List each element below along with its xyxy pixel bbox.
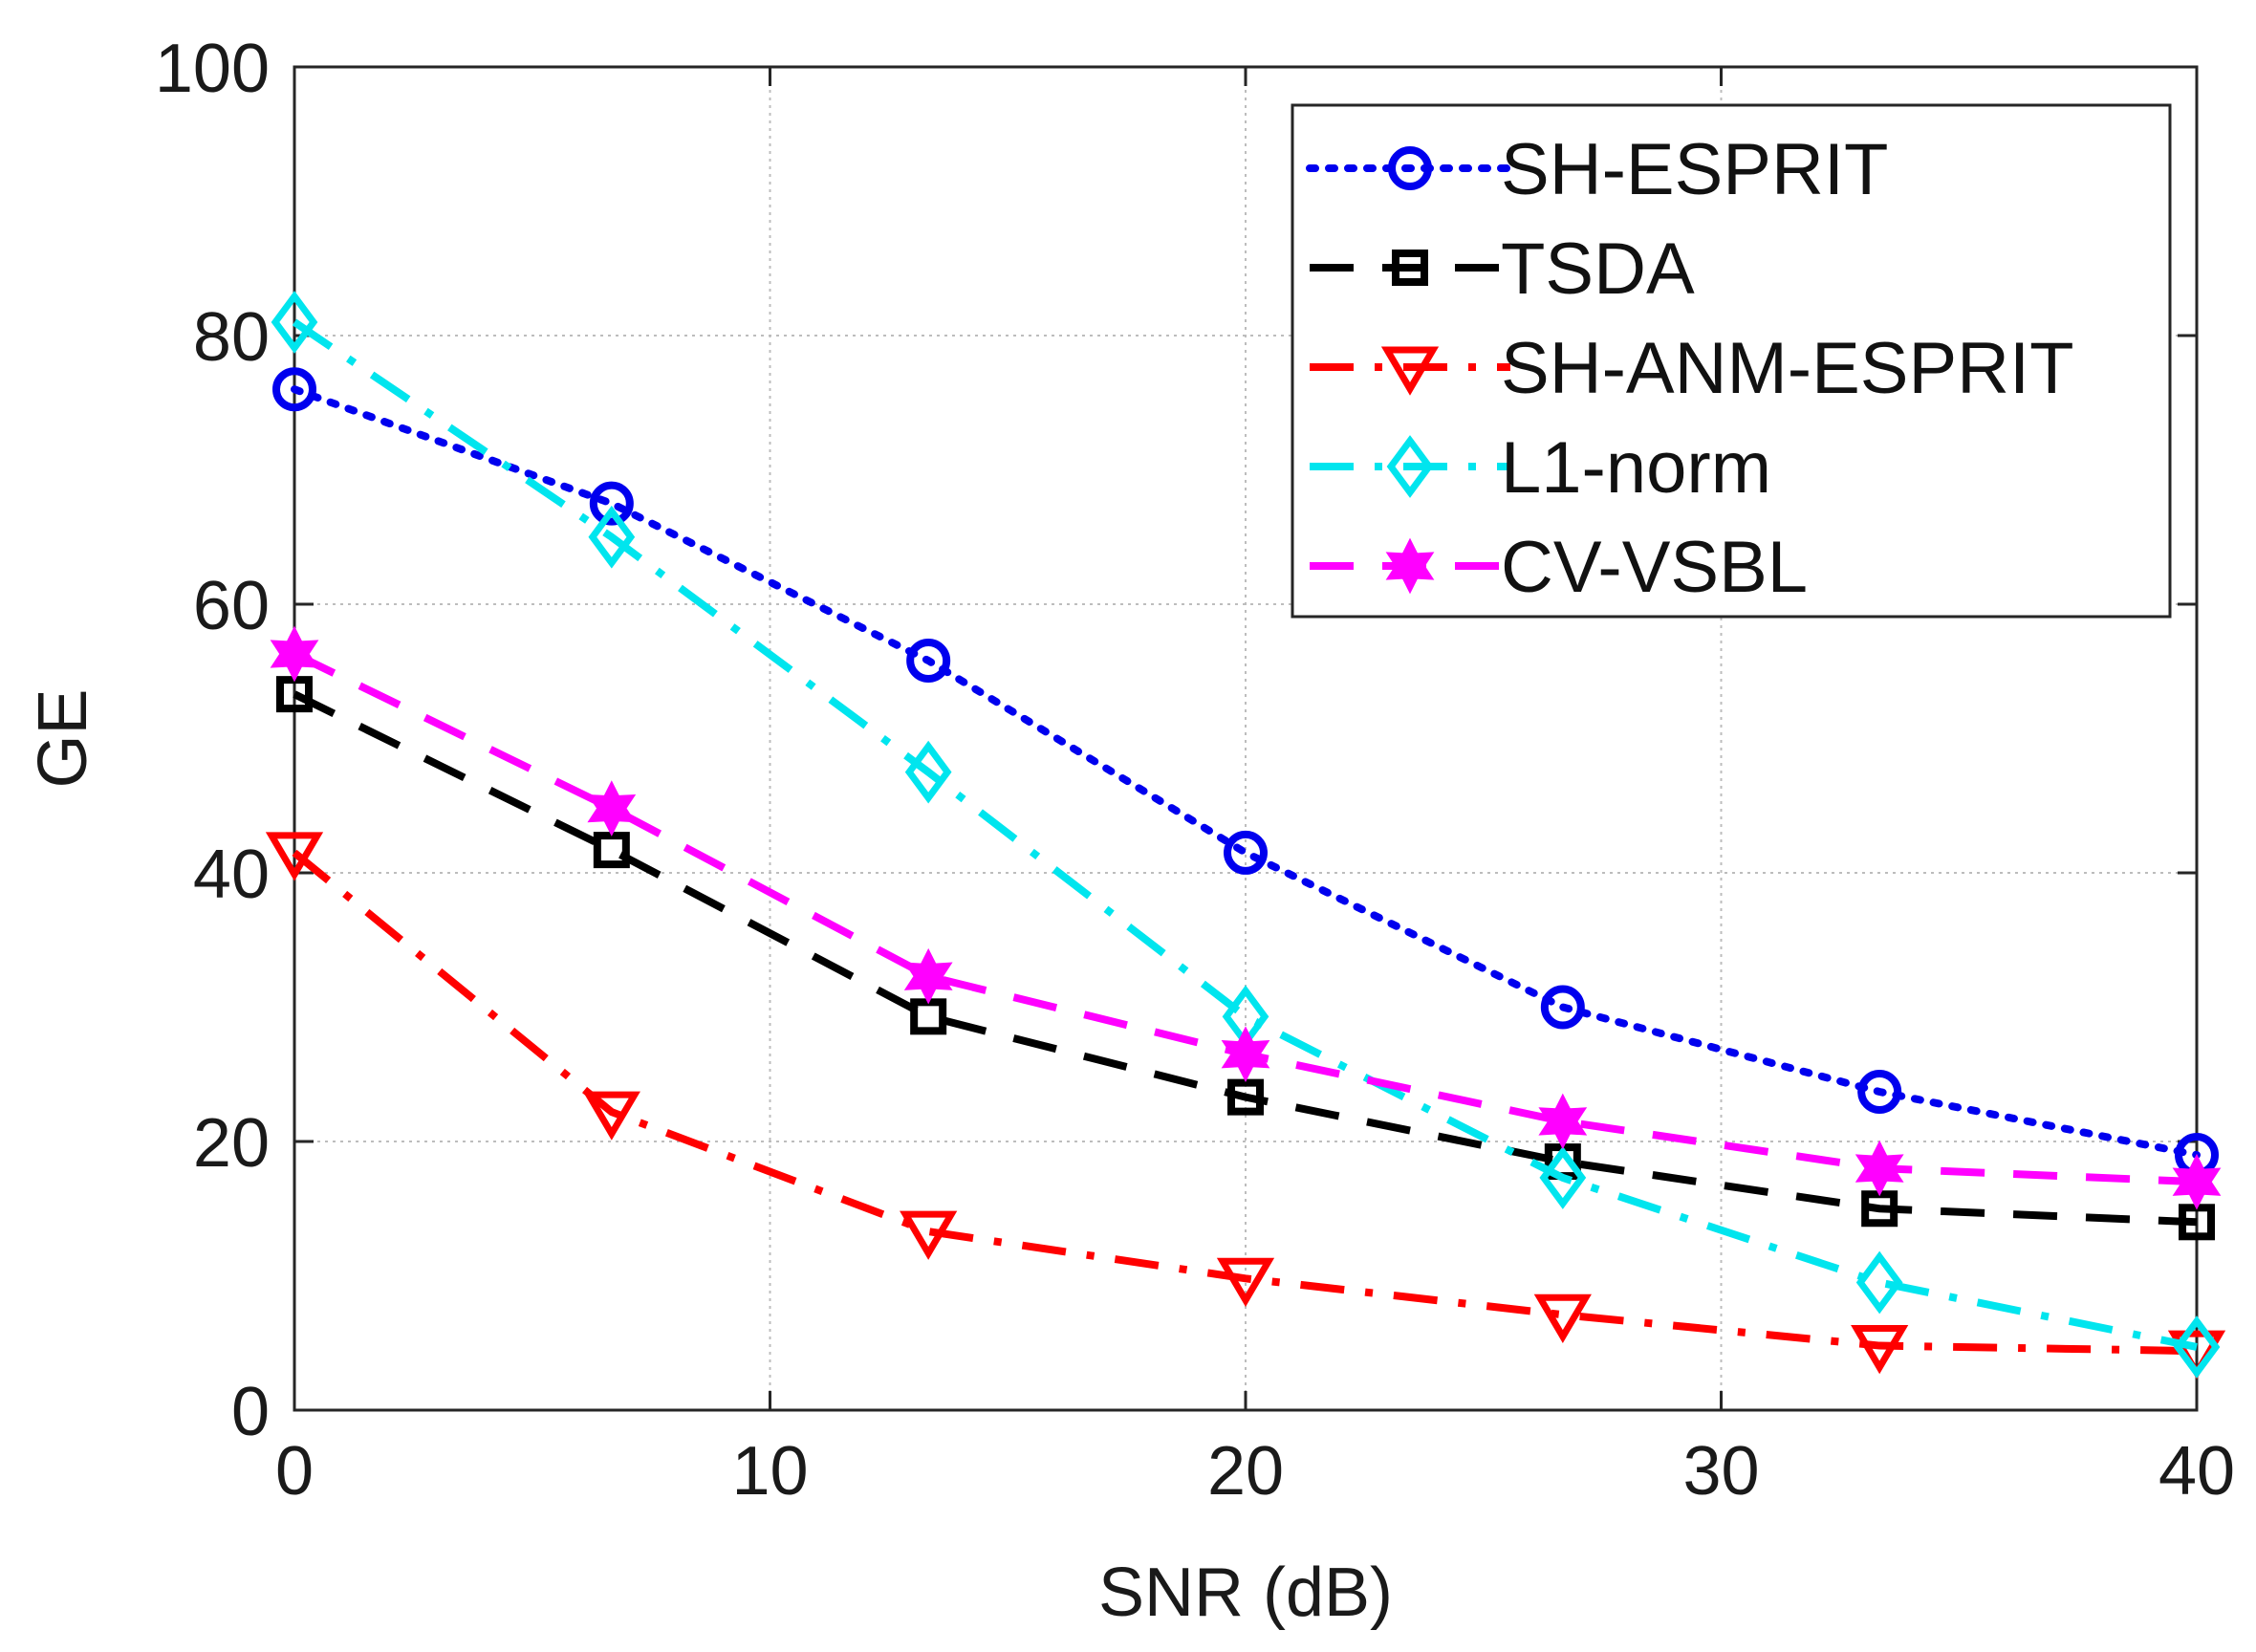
data-point [1224, 830, 1268, 875]
data-point [1221, 1026, 1270, 1083]
data-point [272, 367, 316, 412]
x-tick-label: 40 [2158, 1433, 2235, 1510]
data-point [1227, 1078, 1264, 1116]
series-line [291, 385, 2201, 1160]
legend-label: L1-norm [1501, 427, 1771, 509]
y-tick-label: 40 [193, 837, 270, 913]
series-line [293, 690, 2198, 1227]
data-point [1539, 1146, 1587, 1209]
data-point [904, 740, 952, 804]
x-tick-label: 10 [731, 1433, 808, 1510]
series-line [292, 318, 2198, 1351]
data-point [265, 832, 324, 881]
x-tick-label: 30 [1682, 1433, 1759, 1510]
legend-marker [1392, 250, 1428, 286]
data-point [587, 780, 637, 837]
data-point [270, 625, 319, 683]
data-point [271, 291, 318, 354]
series-line [292, 849, 2198, 1356]
legend-marker [1388, 146, 1432, 190]
series-sh-esprit [272, 367, 2219, 1178]
data-point [1540, 985, 1585, 1030]
legend-entry: CV-VSBL [1310, 527, 1808, 608]
legend-label: SH-ANM-ESPRIT [1501, 328, 2074, 409]
data-point [906, 639, 951, 684]
legend-marker [1386, 435, 1434, 498]
legend: SH-ESPRIT TSDA SH-ANM-ESPRIT L1-norm CV-VSBL [1291, 103, 2172, 619]
legend-entry: SH-ANM-ESPRIT [1310, 328, 2074, 409]
legend-box [1291, 103, 2172, 619]
x-tick-label: 0 [275, 1433, 314, 1510]
data-point [589, 481, 634, 526]
data-point [1533, 1293, 1592, 1343]
legend-entry: SH-ESPRIT [1306, 129, 1888, 210]
y-tick-label: 0 [231, 1374, 270, 1450]
x-axis-label: SNR (dB) [1098, 1554, 1393, 1631]
y-tick-label: 100 [155, 31, 270, 107]
data-point [1855, 1250, 1903, 1315]
legend-entries: SH-ESPRIT TSDA SH-ANM-ESPRIT L1-norm CV-VSBL [1306, 129, 2074, 608]
legend-marker [1385, 537, 1435, 595]
data-point [1216, 1257, 1275, 1308]
legend-label: TSDA [1501, 228, 1695, 310]
data-point [2173, 1315, 2221, 1379]
data-point [2172, 1153, 2222, 1210]
y-axis-label: GE [25, 688, 101, 788]
data-point [903, 947, 953, 1005]
legend-label: SH-ESPRIT [1501, 129, 1888, 210]
series-sh-anm-esprit [265, 832, 2226, 1380]
data-point [1851, 1325, 1909, 1375]
data-point [1538, 1093, 1588, 1150]
series-layer [265, 291, 2226, 1380]
legend-label: CV-VSBL [1501, 527, 1808, 608]
axis-ticks: 0 10 20 30 40 0 20 40 60 80 100 [155, 31, 2235, 1510]
x-tick-label: 20 [1207, 1433, 1284, 1510]
data-point [1857, 1070, 1902, 1115]
series-cv-vsbl [270, 625, 2222, 1210]
data-point [588, 505, 636, 569]
data-point [1855, 1140, 1904, 1197]
data-point [900, 1210, 958, 1260]
data-point [582, 1091, 640, 1141]
y-tick-label: 20 [193, 1105, 270, 1182]
y-tick-label: 80 [193, 299, 270, 376]
legend-entry: TSDA [1310, 228, 1695, 310]
legend-marker [1380, 346, 1440, 396]
legend-entry: L1-norm [1310, 427, 1771, 509]
y-tick-label: 60 [193, 568, 270, 644]
